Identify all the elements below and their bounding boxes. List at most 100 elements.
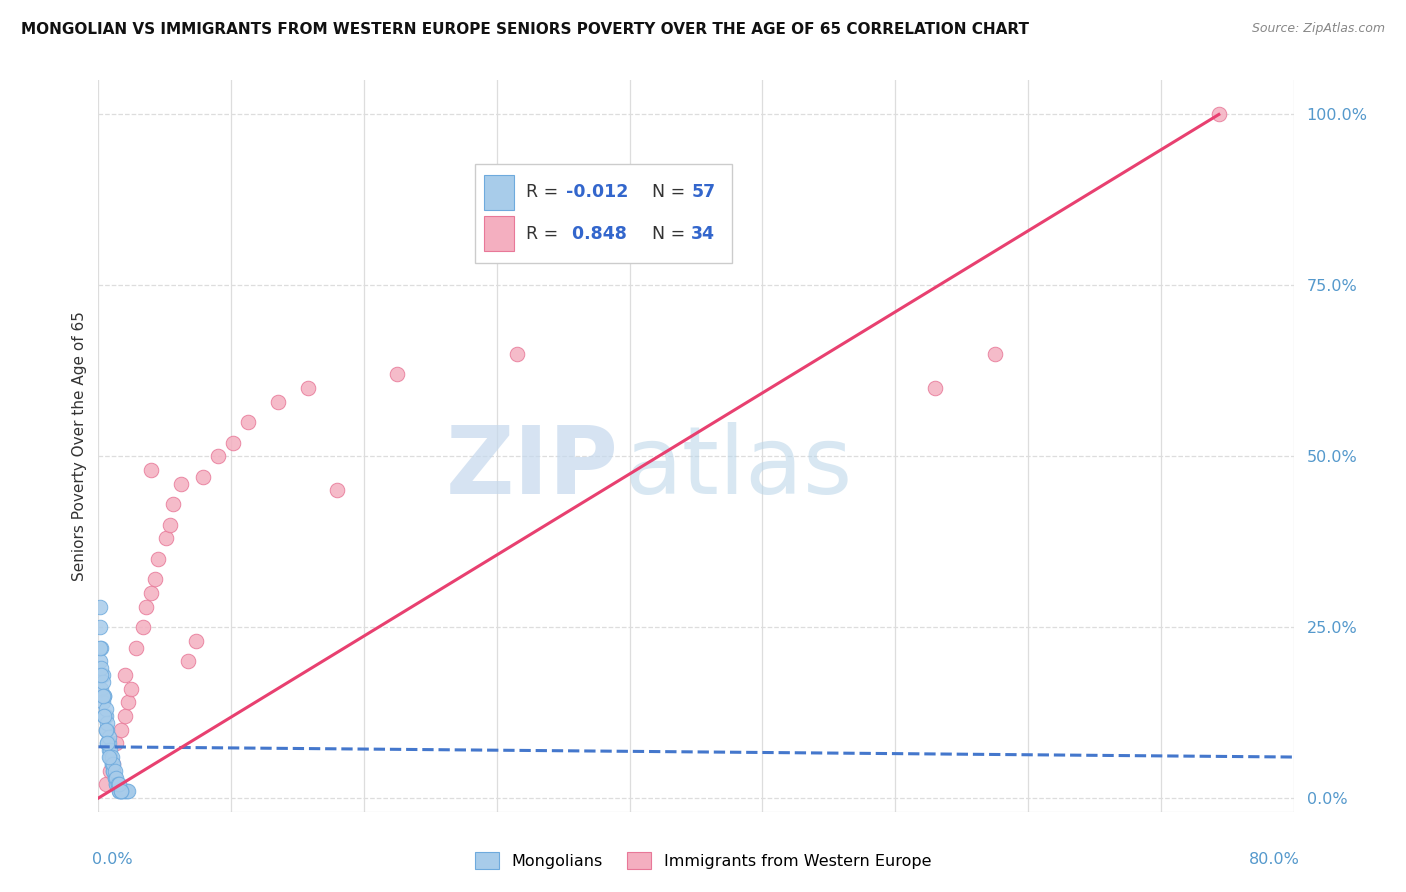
Point xyxy=(93,709,115,723)
Point xyxy=(98,743,122,757)
FancyBboxPatch shape xyxy=(475,164,733,263)
Point xyxy=(115,784,138,798)
Text: MONGOLIAN VS IMMIGRANTS FROM WESTERN EUROPE SENIORS POVERTY OVER THE AGE OF 65 C: MONGOLIAN VS IMMIGRANTS FROM WESTERN EUR… xyxy=(21,22,1029,37)
Point xyxy=(105,777,128,791)
Text: N =: N = xyxy=(652,183,690,202)
Point xyxy=(90,668,112,682)
Point xyxy=(96,736,118,750)
Point xyxy=(105,777,128,791)
Point xyxy=(267,394,290,409)
Point xyxy=(93,689,115,703)
Point xyxy=(114,709,136,723)
Point xyxy=(297,381,319,395)
Point xyxy=(96,715,118,730)
Point xyxy=(143,572,166,586)
Point xyxy=(90,681,112,696)
Point xyxy=(110,723,132,737)
Point xyxy=(236,415,259,429)
Point xyxy=(191,469,214,483)
Text: 57: 57 xyxy=(692,183,716,202)
Point xyxy=(94,723,117,737)
Point xyxy=(91,695,114,709)
Point xyxy=(103,764,125,778)
Text: R =: R = xyxy=(526,225,564,243)
Point xyxy=(90,640,112,655)
Point xyxy=(984,347,1007,361)
Point xyxy=(104,764,127,778)
Point xyxy=(135,599,157,614)
Point xyxy=(94,709,117,723)
Point xyxy=(97,743,120,757)
Text: 80.0%: 80.0% xyxy=(1249,852,1299,867)
Point xyxy=(177,654,200,668)
Point xyxy=(924,381,946,395)
Point xyxy=(155,531,177,545)
Point xyxy=(107,777,129,791)
Point xyxy=(110,784,132,798)
Point xyxy=(184,633,207,648)
Point xyxy=(207,449,229,463)
Point xyxy=(96,723,118,737)
Point xyxy=(117,695,139,709)
Point xyxy=(98,764,122,778)
Point xyxy=(114,784,136,798)
Point xyxy=(90,661,112,675)
Point xyxy=(506,347,529,361)
Point xyxy=(103,756,125,771)
Point xyxy=(97,750,120,764)
Point xyxy=(125,640,148,655)
Point xyxy=(139,463,162,477)
Legend: Mongolians, Immigrants from Western Europe: Mongolians, Immigrants from Western Euro… xyxy=(468,846,938,875)
Point xyxy=(385,368,409,382)
Text: 0.0%: 0.0% xyxy=(93,852,134,867)
Y-axis label: Seniors Poverty Over the Age of 65: Seniors Poverty Over the Age of 65 xyxy=(72,311,87,581)
Point xyxy=(110,784,132,798)
Point xyxy=(107,777,129,791)
Point xyxy=(222,435,245,450)
Text: -0.012: -0.012 xyxy=(565,183,628,202)
Point xyxy=(148,551,170,566)
Point xyxy=(103,764,125,778)
FancyBboxPatch shape xyxy=(485,175,515,210)
Point xyxy=(98,750,122,764)
Point xyxy=(107,777,129,791)
Point xyxy=(117,784,139,798)
Point xyxy=(91,674,114,689)
Point xyxy=(114,668,136,682)
Text: 34: 34 xyxy=(692,225,716,243)
Point xyxy=(101,750,124,764)
Point xyxy=(94,723,117,737)
Point xyxy=(89,640,111,655)
Point xyxy=(112,784,135,798)
Text: N =: N = xyxy=(652,225,690,243)
Point xyxy=(93,689,115,703)
Point xyxy=(105,771,128,785)
Point xyxy=(89,654,111,668)
Point xyxy=(132,620,155,634)
Point xyxy=(108,784,131,798)
Text: 0.848: 0.848 xyxy=(565,225,627,243)
Point xyxy=(101,756,124,771)
Text: R =: R = xyxy=(526,183,564,202)
Point xyxy=(93,709,115,723)
Point xyxy=(169,476,191,491)
Point xyxy=(159,517,181,532)
FancyBboxPatch shape xyxy=(485,217,515,252)
Point xyxy=(103,756,125,771)
Point xyxy=(101,756,124,771)
Point xyxy=(97,730,120,744)
Point xyxy=(139,586,162,600)
Text: Source: ZipAtlas.com: Source: ZipAtlas.com xyxy=(1251,22,1385,36)
Text: ZIP: ZIP xyxy=(446,422,619,514)
Point xyxy=(104,771,127,785)
Point xyxy=(110,784,132,798)
Point xyxy=(89,620,111,634)
Point xyxy=(89,599,111,614)
Point xyxy=(162,497,184,511)
Point xyxy=(104,771,127,785)
Point xyxy=(96,736,118,750)
Point xyxy=(108,777,131,791)
Point xyxy=(91,689,114,703)
Point xyxy=(94,702,117,716)
Point xyxy=(105,736,128,750)
